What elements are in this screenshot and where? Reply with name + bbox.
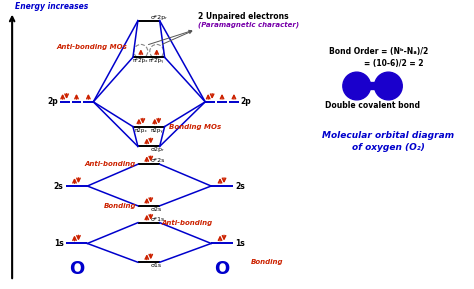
Circle shape [343, 72, 371, 100]
Text: Double covalent bond: Double covalent bond [325, 101, 420, 110]
Circle shape [374, 72, 402, 100]
Text: π2pᵧ: π2pᵧ [150, 128, 163, 133]
Text: 1s: 1s [235, 239, 245, 248]
Text: 2s: 2s [235, 181, 245, 190]
Text: π2pₓ: π2pₓ [135, 128, 147, 133]
Text: σ2pᵣ: σ2pᵣ [151, 147, 164, 152]
Text: 2s: 2s [54, 181, 64, 190]
Text: σ*2s: σ*2s [151, 158, 165, 163]
Text: π*2pₓ: π*2pₓ [133, 58, 149, 63]
Text: Energy increases: Energy increases [15, 2, 88, 11]
Text: Bonding MOs: Bonding MOs [169, 124, 221, 129]
Text: π*2pᵧ: π*2pᵧ [149, 58, 164, 63]
Text: Bonding: Bonding [103, 203, 136, 209]
Text: 2p: 2p [241, 97, 252, 106]
Text: σ2s: σ2s [151, 207, 162, 212]
Text: Bonding: Bonding [251, 259, 283, 265]
Text: O: O [214, 260, 230, 278]
Text: Anti-bonding MOs: Anti-bonding MOs [57, 44, 128, 51]
Text: Bond Order = (Nᵇ-Nₐ)/2: Bond Order = (Nᵇ-Nₐ)/2 [329, 47, 428, 56]
Text: = (10-6)/2 = 2: = (10-6)/2 = 2 [364, 59, 423, 68]
Text: σ*2pᵣ: σ*2pᵣ [151, 15, 167, 20]
Text: 1s: 1s [54, 239, 64, 248]
Text: Anti-bonding: Anti-bonding [85, 161, 136, 167]
Text: σ1s: σ1s [151, 263, 162, 268]
Text: O: O [69, 260, 84, 278]
Text: σ*1s: σ*1s [151, 217, 165, 222]
Text: of oxygen (O₂): of oxygen (O₂) [352, 143, 425, 152]
Text: (Paramagnetic character): (Paramagnetic character) [198, 21, 300, 28]
Text: 2p: 2p [47, 97, 58, 106]
Text: 2 Unpaired electrons: 2 Unpaired electrons [198, 12, 289, 21]
Text: Molecular orbital diagram: Molecular orbital diagram [322, 131, 455, 140]
Text: Anti-bonding: Anti-bonding [162, 220, 213, 226]
